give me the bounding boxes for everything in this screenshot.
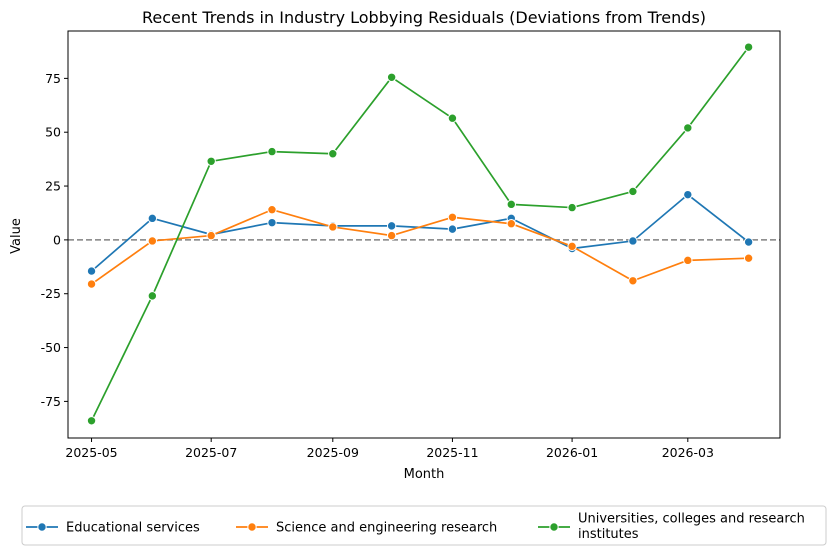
- series-line-1: [90, 193, 750, 272]
- y-tick-label: -75: [41, 394, 61, 409]
- legend: Educational services Science and engineer…: [21, 505, 827, 546]
- data-point: [683, 255, 693, 266]
- y-tick-label: 75: [45, 71, 61, 86]
- data-point: [386, 72, 397, 82]
- data-point: [506, 219, 516, 229]
- data-point: [628, 236, 638, 246]
- data-point: [147, 213, 158, 224]
- x-tick-label: 2026-01: [546, 445, 598, 460]
- data-point: [147, 236, 158, 246]
- series-line-3: [90, 46, 750, 422]
- legend-marker: [247, 522, 257, 532]
- data-point: [267, 205, 277, 215]
- series-line-2: [91, 208, 749, 285]
- y-tick-label: 25: [45, 179, 61, 194]
- y-tick-label: 0: [53, 232, 61, 247]
- x-axis-title: Month: [404, 467, 445, 482]
- data-point: [567, 241, 577, 252]
- data-point: [267, 217, 277, 228]
- legend-label: Science and engineering research: [276, 521, 497, 536]
- data-point: [386, 221, 397, 231]
- y-tick-label: -25: [41, 286, 61, 301]
- data-point: [743, 42, 754, 52]
- x-tick-label: 2025-07: [185, 445, 237, 460]
- data-point: [328, 222, 338, 232]
- x-tick-label: 2025-11: [426, 445, 478, 460]
- legend-box: [21, 505, 827, 546]
- data-point: [683, 189, 693, 200]
- legend-marker: [549, 522, 559, 532]
- data-point: [206, 156, 216, 166]
- legend-label: Educational services: [66, 521, 200, 536]
- data-point: [628, 276, 638, 286]
- data-point: [86, 266, 97, 276]
- x-tick-label: 2025-05: [65, 445, 117, 460]
- legend-marker: [37, 522, 47, 532]
- y-tick-label: 50: [45, 125, 61, 140]
- data-point: [86, 416, 97, 426]
- chart-title: Recent Trends in Industry Lobbying Resid…: [142, 8, 706, 27]
- data-point: [447, 212, 458, 222]
- plot-frame: [67, 30, 781, 439]
- data-point: [86, 279, 97, 289]
- data-point: [506, 199, 516, 210]
- legend-label: Universities, colleges and research insti…: [578, 512, 805, 543]
- data-point: [447, 113, 458, 123]
- data-point: [683, 123, 693, 133]
- data-point: [206, 230, 216, 241]
- data-point: [328, 149, 338, 159]
- x-tick-label: 2025-09: [307, 445, 359, 460]
- data-point: [447, 224, 458, 234]
- data-point: [743, 253, 754, 263]
- data-point: [743, 237, 754, 247]
- data-point: [147, 291, 158, 301]
- data-point: [567, 202, 577, 213]
- y-axis-title: Value: [9, 218, 24, 254]
- data-point: [267, 146, 277, 157]
- data-point: [386, 230, 397, 241]
- y-tick-label: -50: [41, 340, 61, 355]
- data-point: [628, 186, 638, 197]
- x-tick-label: 2026-03: [662, 445, 714, 460]
